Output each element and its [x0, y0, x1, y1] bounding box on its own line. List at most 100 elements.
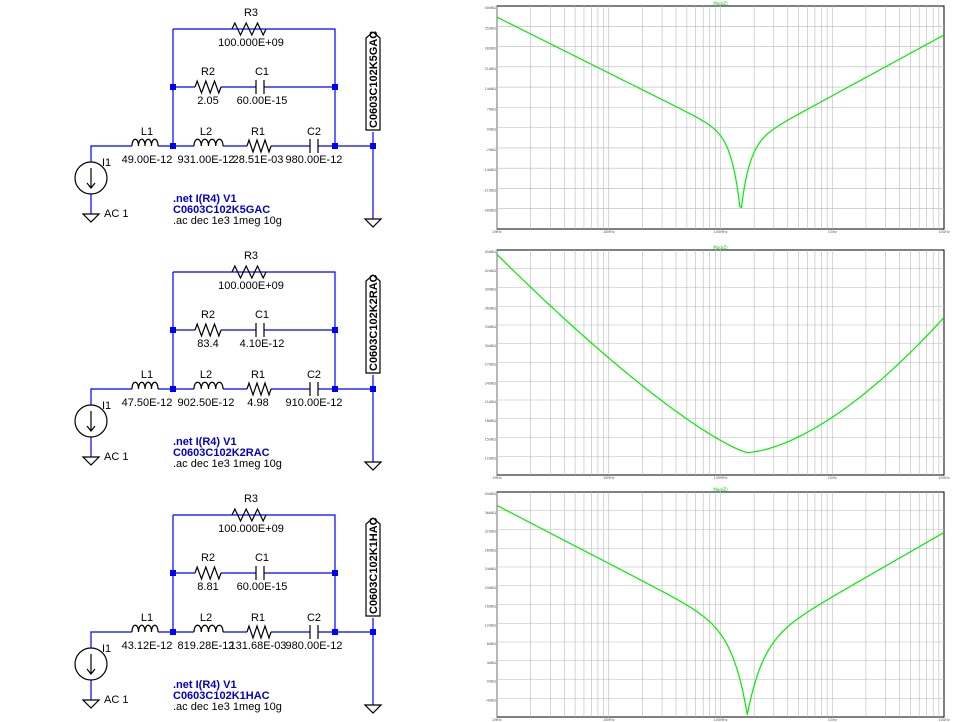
- label-r3-value: 100.000E+09: [218, 280, 284, 292]
- resistor-r2[interactable]: [194, 565, 222, 581]
- label-l2-value: 931.00E-12: [178, 154, 235, 166]
- label-l1-name: L1: [141, 126, 153, 138]
- directive-title: C0603C102K2RAC: [173, 447, 270, 459]
- y-tick-label: 7dBΩ: [487, 107, 497, 111]
- label-l2-name: L2: [200, 126, 212, 138]
- resistor-r3[interactable]: [231, 264, 267, 280]
- ground-icon: [81, 213, 101, 223]
- y-tick-label: 8dBΩ: [487, 642, 497, 646]
- label-source: AC 1: [104, 451, 128, 463]
- plot-title: Mag(Z): [713, 487, 728, 492]
- y-tick-label: 33dBΩ: [485, 325, 497, 329]
- label-r1-name: R1: [251, 369, 265, 381]
- net-label: C0603C102K1HAC: [368, 517, 380, 614]
- label-l1-value: 43.12E-12: [122, 640, 173, 652]
- x-tick-label: 1GHz: [828, 230, 837, 234]
- resistor-r1[interactable]: [246, 138, 272, 154]
- label-r2-value: 8.81: [197, 581, 218, 593]
- label-r3-value: 100.000E+09: [218, 37, 284, 49]
- resistor-r1[interactable]: [246, 381, 272, 397]
- junction-dot: [170, 570, 176, 576]
- x-tick-label: 10GHz: [938, 476, 949, 480]
- x-tick-label: 1GHz: [828, 718, 837, 722]
- y-tick-label: 30dBΩ: [485, 344, 497, 348]
- y-tick-label: 27dBΩ: [485, 363, 497, 367]
- x-tick-label: 10GHz: [938, 230, 949, 234]
- label-r3-name: R3: [244, 250, 258, 262]
- ground-icon: [363, 218, 383, 228]
- junction-dot: [170, 143, 176, 149]
- impedance-trace: [496, 504, 945, 715]
- label-c1-value: 4.10E-12: [240, 338, 285, 350]
- x-tick-label: 1GHz: [828, 476, 837, 480]
- label-r1-name: R1: [251, 126, 265, 138]
- schematic-3: C0603C102K1HAC R3 100.000E+09 R2 8.81 C1 60.00…: [74, 493, 383, 714]
- net-label-flag: [365, 31, 381, 131]
- plot-title: Mag(Z): [713, 1, 728, 6]
- x-tick-label: 10GHz: [938, 718, 949, 722]
- y-tick-label: 18dBΩ: [485, 419, 497, 423]
- label-r1-value: 4.98: [247, 397, 268, 409]
- inductor-l2[interactable]: [193, 624, 224, 633]
- junction-dot: [332, 143, 338, 149]
- y-tick-label: 42dBΩ: [485, 269, 497, 273]
- junction-dot: [332, 84, 338, 90]
- label-c2-name: C2: [307, 126, 321, 138]
- label-i1-name: I1: [102, 157, 111, 169]
- inductor-l2[interactable]: [193, 381, 224, 390]
- junction-dot: [170, 327, 176, 333]
- y-tick-label: 0dBΩ: [487, 680, 497, 684]
- junction-dot: [370, 143, 376, 149]
- x-tick-label: 10MHz: [603, 230, 615, 234]
- net-label: C0603C102K5GAC: [368, 31, 380, 128]
- current-source-i1[interactable]: [74, 161, 108, 195]
- label-c2-name: C2: [307, 612, 321, 624]
- net-label-flag: [365, 274, 381, 374]
- current-source-i1[interactable]: [74, 404, 108, 438]
- resistor-r2[interactable]: [194, 322, 222, 338]
- y-tick-label: 0dBΩ: [487, 128, 497, 132]
- x-tick-label: 100MHz: [714, 230, 728, 234]
- current-source-i1[interactable]: [74, 647, 108, 681]
- arrow-down-icon: [86, 654, 96, 675]
- schematic-2: C0603C102K2RAC R3 100.000E+09 R2 83.4 C1 4.10E…: [74, 250, 383, 471]
- plot-title: Mag(Z): [713, 245, 728, 250]
- junction-dot: [332, 386, 338, 392]
- ground-icon: [81, 699, 101, 709]
- junction-dot: [170, 386, 176, 392]
- x-tick-label: 1MHz: [492, 230, 502, 234]
- y-tick-label: -14dBΩ: [483, 168, 496, 172]
- y-tick-label: 28dBΩ: [485, 548, 497, 552]
- y-tick-label: -21dBΩ: [483, 188, 496, 192]
- label-r1-name: R1: [251, 612, 265, 624]
- directive-net: .net I(R4) V1: [173, 193, 237, 205]
- inductor-l1[interactable]: [131, 624, 159, 633]
- resistor-r2[interactable]: [194, 79, 222, 95]
- y-tick-label: 24dBΩ: [485, 567, 497, 571]
- label-c2-value: 980.00E-12: [286, 640, 343, 652]
- plot-1: Mag(Z) 40dBΩ 35dBΩ 28dBΩ 21dBΩ 14dBΩ 7dBΩ 0dBΩ -…: [483, 1, 949, 234]
- arrow-down-icon: [86, 168, 96, 189]
- arrow-down-icon: [86, 411, 96, 432]
- wire: [90, 631, 132, 648]
- y-tick-label: 40dBΩ: [485, 492, 497, 496]
- x-tick-label: 100MHz: [714, 476, 728, 480]
- inductor-l1[interactable]: [131, 381, 159, 390]
- inductor-l1[interactable]: [131, 138, 159, 147]
- y-tick-label: 39dBΩ: [485, 288, 497, 292]
- ground-icon: [363, 461, 383, 471]
- inductor-l2[interactable]: [193, 138, 224, 147]
- label-l1-name: L1: [141, 612, 153, 624]
- label-c1-name: C1: [255, 309, 269, 321]
- x-tick-label: 1MHz: [492, 718, 502, 722]
- y-tick-label: 24dBΩ: [485, 381, 497, 385]
- label-r1-value: 28.51E-03: [233, 154, 284, 166]
- label-c2-name: C2: [307, 369, 321, 381]
- y-tick-label: 40dBΩ: [485, 6, 497, 10]
- net-label: C0603C102K2RAC: [368, 274, 380, 371]
- resistor-r1[interactable]: [246, 624, 272, 640]
- y-tick-label: 14dBΩ: [485, 87, 497, 91]
- resistor-r3[interactable]: [231, 21, 267, 37]
- label-c1-name: C1: [255, 66, 269, 78]
- resistor-r3[interactable]: [231, 507, 267, 523]
